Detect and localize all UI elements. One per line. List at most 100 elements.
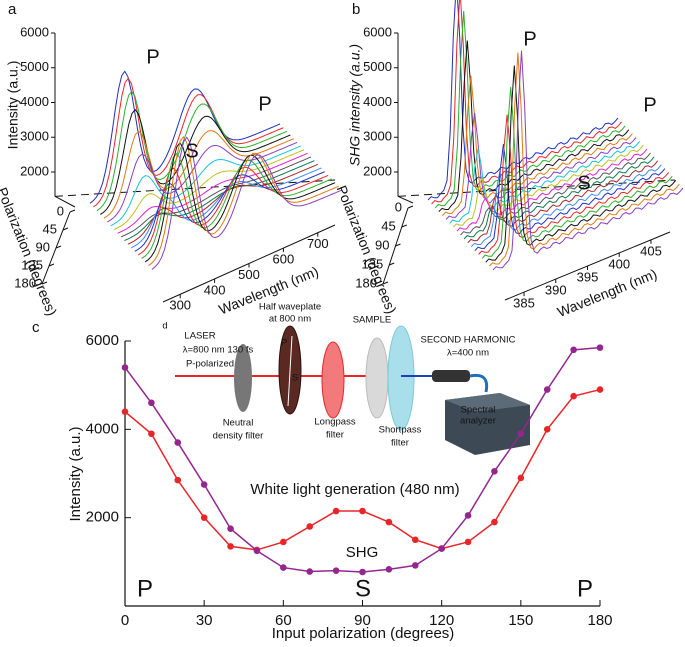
- data-point: [200, 514, 208, 521]
- annotation: S: [185, 140, 198, 162]
- z-axis-label: Polarization (degrees): [334, 183, 400, 316]
- fiber: [469, 373, 489, 393]
- z-tick-label: 0: [395, 199, 402, 214]
- data-point: [200, 481, 208, 488]
- x-tick-label: 400: [204, 282, 226, 297]
- diagram-label: Longpass: [314, 417, 355, 428]
- data-point: [253, 547, 261, 555]
- data-point: [438, 545, 445, 552]
- sample: [365, 337, 389, 419]
- data-point: [543, 426, 551, 433]
- waveplate-axis: [287, 335, 293, 407]
- x-tick-label: 120: [429, 612, 454, 629]
- data-point: [570, 346, 577, 354]
- x-tick-label: 30: [196, 612, 213, 629]
- y-tick-label: 5000: [20, 59, 49, 74]
- diagram-label: SECOND HARMONIC: [420, 335, 515, 346]
- diagram-label: Shortpass: [379, 425, 422, 436]
- y-tick-label: 3000: [363, 129, 392, 144]
- spectrum-curve: [489, 52, 680, 267]
- diagram-label: filter: [326, 430, 344, 441]
- data-point: [464, 538, 472, 546]
- z-tick-label: 0: [57, 203, 64, 218]
- spectrum-curve: [151, 136, 343, 270]
- data-point: [332, 507, 340, 515]
- x-axis-label: Input polarization (degrees): [272, 625, 455, 642]
- spectrum-curve: [492, 50, 684, 271]
- spectrum-curve: [452, 144, 644, 228]
- spectrum-curve: [485, 65, 677, 263]
- annotation: P: [523, 28, 536, 50]
- x-tick-label: 400: [608, 256, 630, 271]
- spectra-illustration: [89, 70, 343, 270]
- nd-filter: [234, 344, 252, 412]
- z-tick-label: 180: [14, 275, 36, 290]
- data-point: [385, 566, 393, 573]
- diagram-label: density filter: [213, 431, 264, 442]
- panel-label: b: [352, 1, 360, 18]
- z-tick: [48, 263, 55, 267]
- x-tick-label: 60: [275, 612, 292, 629]
- panel-label: c: [32, 319, 40, 336]
- data-point: [464, 512, 472, 519]
- x-tick-label: 0: [121, 612, 129, 629]
- x-tick-label: 600: [273, 252, 295, 267]
- z-tick-label: 90: [375, 237, 389, 252]
- fiber-coupler: [432, 370, 470, 382]
- y-tick-label: 3000: [20, 129, 49, 144]
- spectrum-curve: [434, 10, 626, 209]
- spectrum-curve: [103, 129, 294, 219]
- data-point: [280, 564, 287, 571]
- spectrum-curve: [89, 70, 281, 204]
- y-axis-label: Intensity (a.u.): [67, 426, 84, 521]
- z-tick-label: 180: [355, 275, 377, 290]
- y-tick-label: 2000: [363, 163, 392, 178]
- data-point: [596, 386, 604, 393]
- spectra-illustration: [427, 0, 684, 271]
- spectrum-curve: [445, 112, 637, 220]
- z-tick: [69, 209, 76, 213]
- annotation: P: [258, 93, 271, 115]
- diagram-label: LASER: [184, 331, 215, 342]
- series-label: White light generation (480 nm): [250, 481, 459, 498]
- longpass-filter: [321, 341, 345, 419]
- data-point: [359, 568, 366, 576]
- x-tick-label: 150: [508, 612, 533, 629]
- z-tick: [407, 205, 414, 209]
- diagram-label: P-polarized: [186, 359, 234, 370]
- x-tick-label: 405: [640, 243, 662, 258]
- z-tick-label: 135: [362, 256, 384, 271]
- y-tick-label: 4000: [20, 94, 49, 109]
- z-tick-label: 45: [43, 221, 57, 236]
- spectrum-curve: [113, 149, 305, 230]
- x-axis-label: Wavelength (nm): [555, 266, 659, 321]
- y-tick-label: 6000: [363, 24, 392, 39]
- data-point: [148, 430, 155, 438]
- data-point: [227, 525, 234, 533]
- data-point: [148, 399, 155, 407]
- data-point: [491, 518, 498, 526]
- annotation: S: [355, 575, 371, 602]
- z-tick-label: 45: [381, 218, 395, 233]
- analyzer-top: [445, 393, 530, 412]
- spectrum-curve: [460, 152, 651, 236]
- diagram-label: S: [292, 373, 298, 384]
- x-tick-label: 90: [354, 612, 371, 629]
- y-axis-label: SHG intensity (a.u.): [347, 44, 363, 166]
- z-tick: [382, 281, 389, 285]
- data-point: [227, 543, 234, 550]
- x-tick-label: 395: [577, 269, 599, 284]
- x-tick-label: 500: [238, 267, 260, 282]
- spectrum-curve: [144, 141, 336, 263]
- spectrum-curve: [467, 160, 659, 244]
- x-tick-label: 180: [587, 612, 612, 629]
- spectrum-curve: [463, 156, 655, 240]
- y-tick-label: 2000: [20, 163, 49, 178]
- data-point: [570, 392, 577, 400]
- data-point: [121, 364, 129, 371]
- data-point: [491, 467, 498, 475]
- series-label: SHG: [346, 544, 379, 561]
- annotation: S: [577, 172, 590, 194]
- annotation: P: [146, 46, 159, 68]
- series-line: [124, 346, 601, 573]
